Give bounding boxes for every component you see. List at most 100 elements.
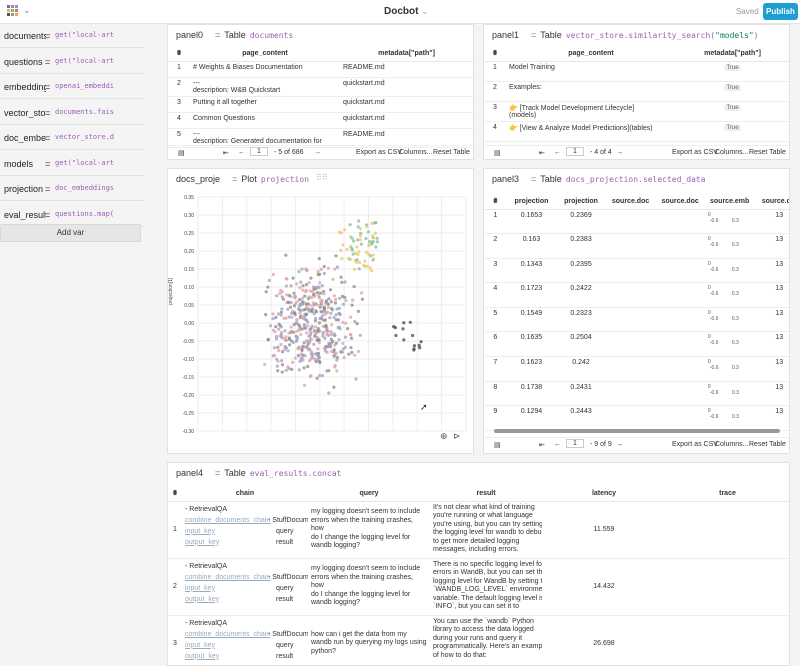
var-expression[interactable]: openai_embeddi <box>55 82 115 90</box>
scatter-point[interactable] <box>291 340 295 345</box>
scatter-point[interactable] <box>412 347 416 351</box>
scatter-point[interactable] <box>297 368 301 372</box>
prev-page-icon[interactable]: ← <box>554 149 561 156</box>
prev-page-icon[interactable]: ← <box>554 441 561 448</box>
scatter-point[interactable] <box>332 332 336 336</box>
table-row[interactable]: 2 --- description: W&B Quickstart quickstar… <box>168 77 473 97</box>
scatter-point[interactable] <box>352 239 356 243</box>
column-header[interactable]: source.doc <box>605 195 656 210</box>
scatter-point[interactable] <box>309 374 313 378</box>
scatter-point[interactable] <box>358 333 362 337</box>
scatter-point[interactable] <box>287 300 291 305</box>
scatter-point[interactable] <box>302 383 307 387</box>
scatter-point[interactable] <box>371 236 375 240</box>
scatter-point[interactable] <box>284 368 288 372</box>
scatter-point[interactable] <box>320 314 324 318</box>
scatter-point[interactable] <box>315 376 319 380</box>
scatter-point[interactable] <box>309 309 313 313</box>
scatter-point[interactable] <box>333 363 337 367</box>
scatter-point[interactable] <box>297 323 301 327</box>
scatter-point[interactable] <box>351 298 355 302</box>
table-row[interactable]: 7 0.1623 0.242 0 -0.6 0.3 13 <box>484 356 789 382</box>
scatter-point[interactable] <box>329 330 333 334</box>
chevron-down-icon[interactable]: ⌄ <box>23 5 31 15</box>
scatter-point[interactable] <box>302 308 306 312</box>
scatter-point[interactable] <box>310 296 314 300</box>
scatter-point[interactable] <box>357 267 361 271</box>
scatter-point[interactable] <box>289 284 293 288</box>
scatter-point[interactable] <box>301 284 305 288</box>
cell-path[interactable]: README.md <box>340 128 473 148</box>
cell-source-embedding[interactable]: 0 -0.6 0.3 <box>704 282 755 308</box>
scatter-point[interactable] <box>318 373 322 378</box>
scatter-point[interactable] <box>297 345 301 349</box>
scatter-point[interactable] <box>348 223 352 227</box>
scatter-point[interactable] <box>326 345 330 349</box>
cell-projection-x[interactable]: 0.1294 <box>506 405 557 431</box>
scatter-point[interactable] <box>334 297 338 301</box>
scatter-point[interactable] <box>350 248 354 252</box>
scatter-point[interactable] <box>279 342 283 347</box>
cell-trace[interactable] <box>666 615 789 665</box>
scatter-point[interactable] <box>375 236 379 240</box>
scatter-point[interactable] <box>307 339 311 343</box>
scatter-point[interactable] <box>340 280 344 284</box>
scatter-point[interactable] <box>299 309 303 313</box>
panel-type[interactable]: Table <box>224 30 246 40</box>
table-icon[interactable]: ▤ <box>178 150 185 157</box>
scatter-point[interactable] <box>356 309 360 313</box>
panel-type[interactable]: Plot <box>241 174 257 184</box>
add-var-button[interactable]: Add var <box>0 224 141 242</box>
scatter-point[interactable] <box>303 354 307 358</box>
scatter-point[interactable] <box>304 326 308 330</box>
scatter-point[interactable] <box>287 293 291 298</box>
scatter-point[interactable] <box>341 295 345 299</box>
scatter-point[interactable] <box>274 315 278 320</box>
prev-page-icon[interactable]: ← <box>238 149 245 156</box>
scatter-point[interactable] <box>412 344 416 348</box>
scatter-point[interactable] <box>311 290 315 294</box>
scatter-point[interactable] <box>274 325 278 329</box>
scatter-point[interactable] <box>289 300 293 305</box>
table-row[interactable]: 3- RetrievalQA combine_documents_chain inp… <box>168 615 789 665</box>
table-row[interactable]: 5 0.1549 0.2323 0 -0.6 0.3 13 <box>484 307 789 333</box>
scatter-point[interactable] <box>300 347 304 351</box>
scatter-point[interactable] <box>305 331 309 335</box>
scatter-point[interactable] <box>358 227 363 231</box>
scatter-point[interactable] <box>360 291 364 295</box>
scatter-point[interactable] <box>278 292 282 296</box>
export-csv-button[interactable]: Export as CSV <box>672 441 718 448</box>
cell-projection-y[interactable]: 0.2395 <box>556 258 606 284</box>
scatter-point[interactable] <box>364 237 368 241</box>
scatter-point[interactable] <box>279 334 283 338</box>
cell-projection-y[interactable]: 0.2323 <box>556 307 606 333</box>
filter-icon[interactable]: ⩩ <box>168 487 182 502</box>
scatter-point[interactable] <box>335 265 339 269</box>
scatter-point[interactable] <box>306 320 310 324</box>
column-header[interactable]: trace <box>666 487 789 502</box>
scatter-point[interactable] <box>271 312 275 316</box>
cell-source-embedding[interactable]: 0 -0.6 0.3 <box>704 233 755 259</box>
var-row[interactable]: questions = get("local-art <box>0 52 145 74</box>
cell-chain[interactable]: - RetrievalQA combine_documents_chain inpu… <box>182 558 308 616</box>
scatter-point[interactable] <box>356 253 360 257</box>
scatter-point[interactable] <box>280 370 284 374</box>
cell-page-content[interactable]: --- description: Generated documentation … <box>190 128 340 148</box>
chain-sub-link[interactable]: combine_documents_chain <box>185 516 271 524</box>
scatter-point[interactable] <box>349 346 353 350</box>
scatter-point[interactable] <box>292 323 296 327</box>
column-header[interactable]: page_content <box>506 47 676 62</box>
var-name[interactable]: documents <box>4 31 46 41</box>
scatter-point[interactable] <box>309 276 313 280</box>
scatter-point[interactable] <box>280 350 285 354</box>
table-row[interactable]: 1- RetrievalQA combine_documents_chain inp… <box>168 501 789 559</box>
scatter-point[interactable] <box>276 345 280 349</box>
cell-metadata[interactable]: True <box>676 61 789 82</box>
first-page-icon[interactable]: ⇤ <box>539 150 545 157</box>
page-input[interactable]: 1 <box>566 147 584 156</box>
cell-source-cluster[interactable]: 13 <box>754 381 789 407</box>
scatter-point[interactable] <box>295 318 299 322</box>
column-header[interactable]: projection <box>556 195 606 210</box>
scatter-point[interactable] <box>299 357 303 362</box>
scatter-point[interactable] <box>282 337 286 341</box>
